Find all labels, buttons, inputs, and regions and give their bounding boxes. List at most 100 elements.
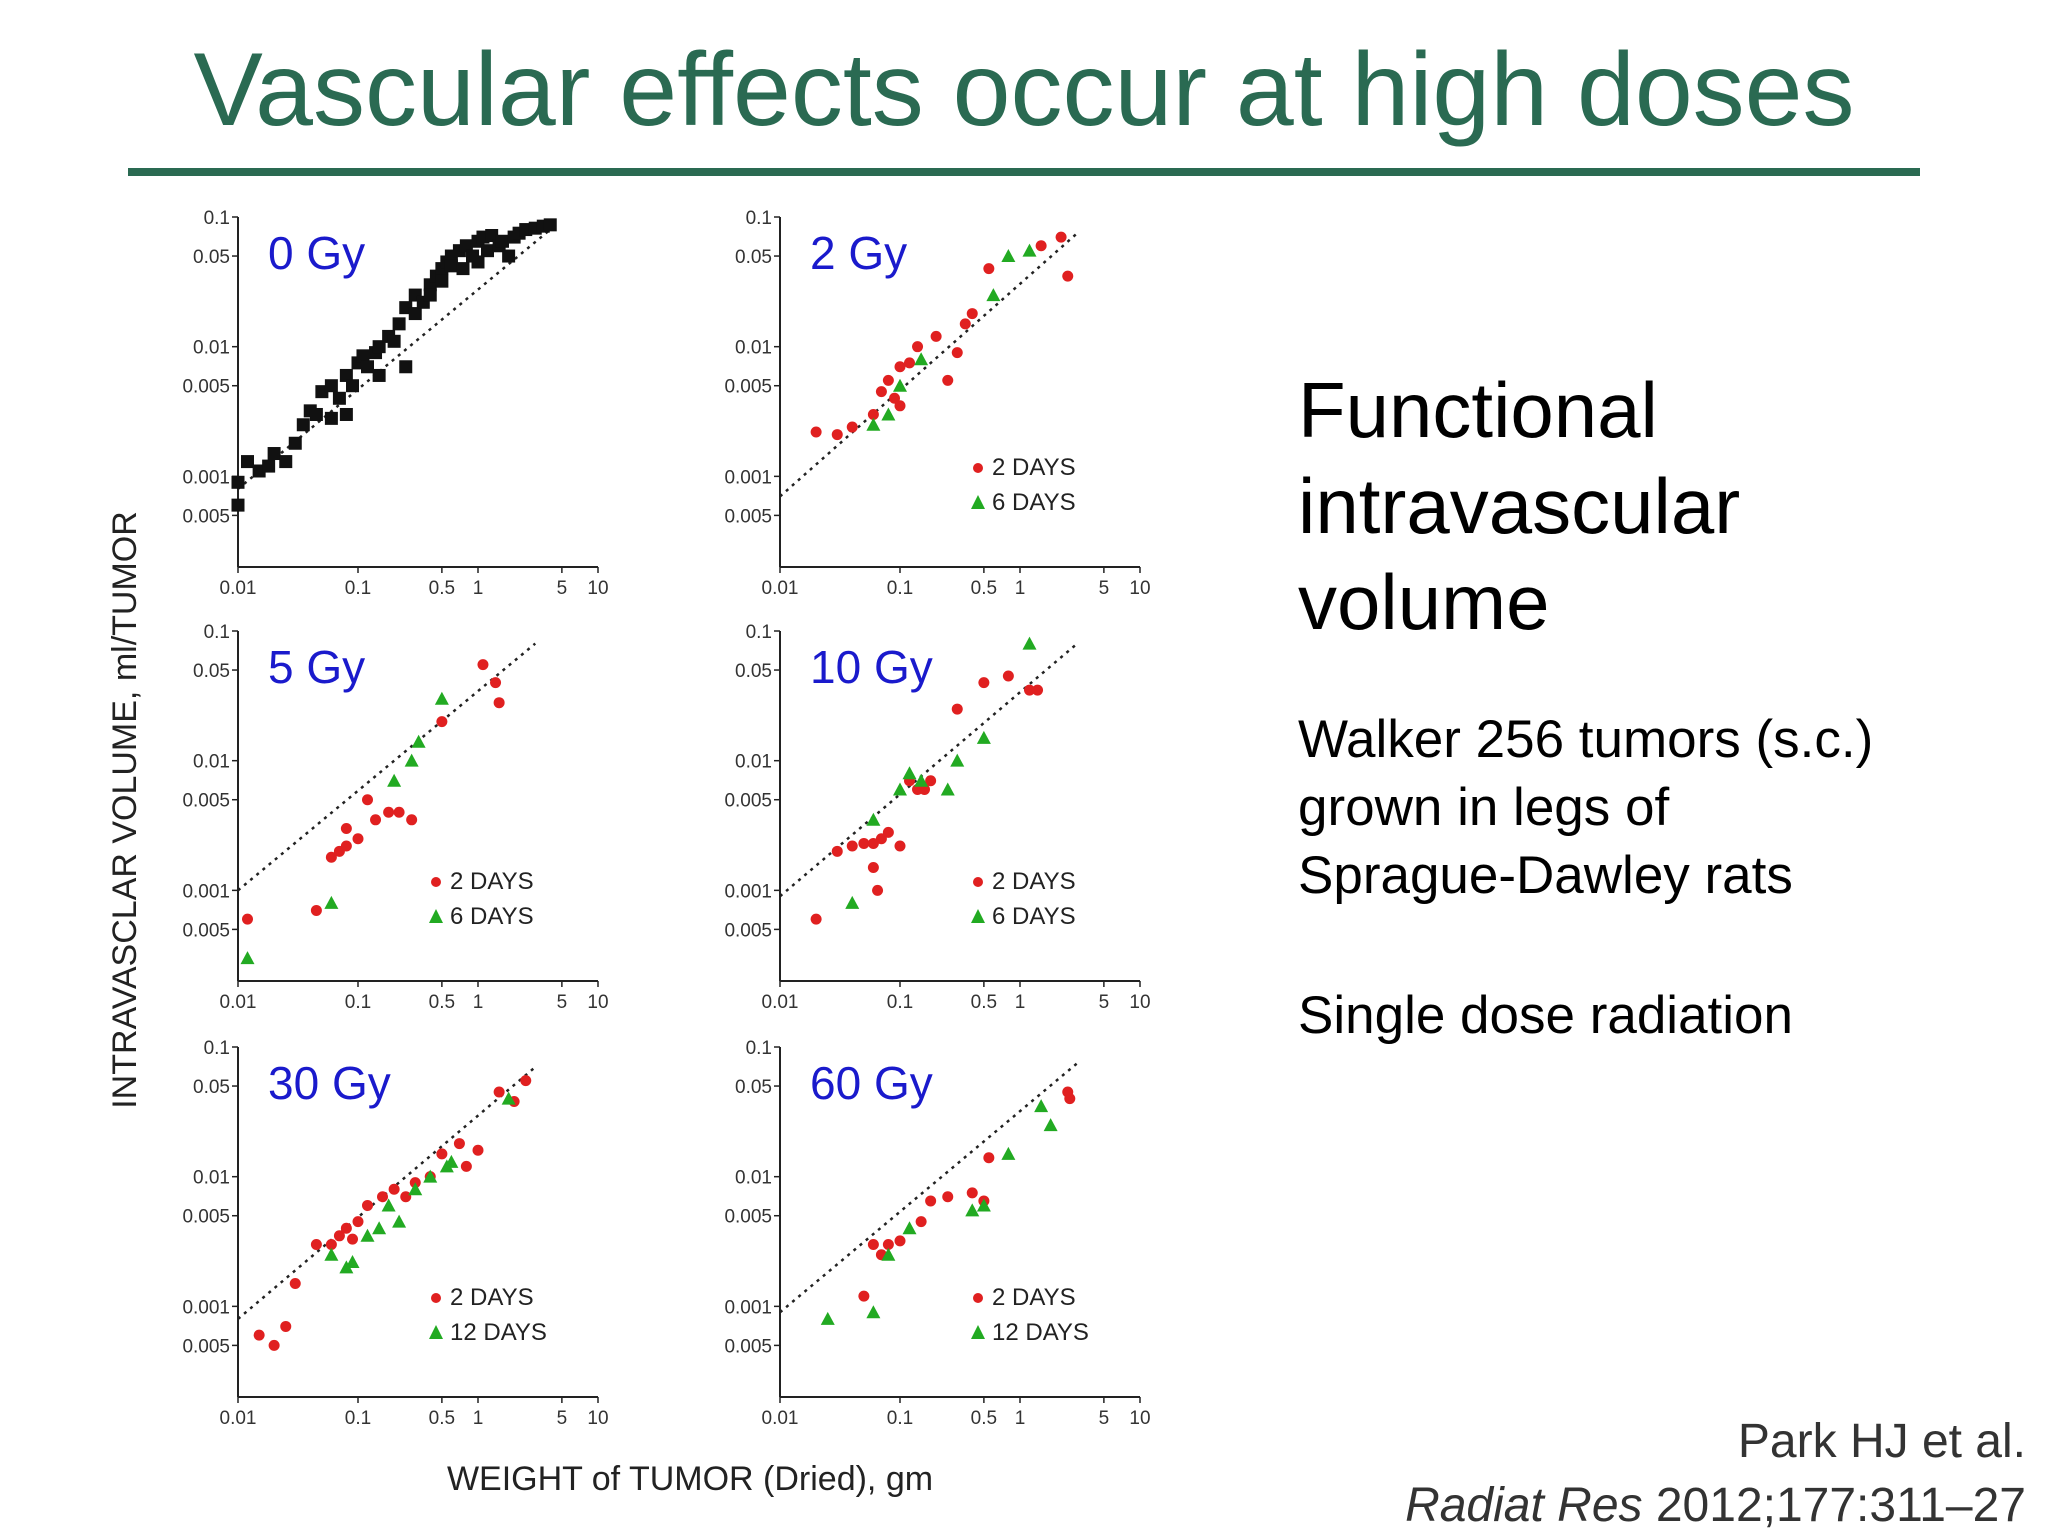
y-tick-label: 0.005	[182, 1336, 230, 1357]
data-point-circle	[1024, 684, 1036, 696]
trend-line	[779, 232, 1079, 498]
data-point-square	[423, 288, 437, 302]
data-point-square	[339, 368, 353, 382]
legend-label: 6 DAYS	[450, 903, 534, 930]
legend-label: 6 DAYS	[992, 903, 1076, 930]
legend-label: 12 DAYS	[450, 1319, 547, 1346]
data-point-circle	[400, 1191, 412, 1203]
y-tick-label: 0.005	[182, 920, 230, 941]
data-point-triangle	[381, 1198, 396, 1212]
legend-marker-triangle	[971, 909, 985, 923]
x-axis-label: WEIGHT of TUMOR (Dried), gm	[447, 1460, 933, 1498]
data-point-triangle	[404, 753, 419, 767]
x-tick-label: 10	[1129, 578, 1150, 599]
x-tick-label: 0.5	[429, 1408, 455, 1429]
data-point-triangle	[902, 766, 917, 780]
y-tick-label: 0.01	[193, 1168, 230, 1189]
data-point-circle	[810, 913, 822, 925]
data-point-square	[456, 262, 470, 276]
y-tick-label: 0.1	[746, 622, 772, 643]
x-tick-label: 10	[587, 992, 608, 1013]
data-point-circle	[959, 318, 971, 330]
x-tick-label: 0.01	[220, 1408, 257, 1429]
panel-10-gy: 0.1 0.05 0.01 0.005 0.001 0.005 0.01 0.1 0.5 1 5 10…	[724, 622, 1150, 1013]
data-point-circle	[867, 837, 879, 849]
data-point-circle	[882, 374, 894, 386]
y-tick-label: 0.005	[182, 506, 230, 527]
legend-label: 2 DAYS	[450, 1284, 534, 1311]
data-point-circle	[951, 347, 963, 359]
data-point-square	[324, 411, 338, 425]
data-point-circle	[362, 794, 374, 806]
y-tick-label: 0.001	[724, 467, 772, 488]
data-point-triangle	[240, 951, 255, 965]
data-point-circle	[490, 677, 502, 689]
y-tick-label: 0.05	[735, 661, 772, 682]
data-point-triangle	[434, 691, 449, 705]
data-point-square	[481, 244, 495, 258]
single-dose-note: Single dose radiation	[1298, 986, 1794, 1045]
data-point-circle	[393, 806, 405, 818]
data-point-circle	[867, 1238, 879, 1250]
data-point-triangle	[1001, 1146, 1016, 1160]
study-description: Walker 256 tumors (s.c.) grown in legs o…	[1298, 706, 1873, 910]
x-tick-label: 0.01	[220, 992, 257, 1013]
legend-label: 6 DAYS	[992, 489, 1076, 516]
x-tick-label: 10	[1129, 992, 1150, 1013]
data-point-triangle	[324, 1247, 339, 1261]
data-point-square	[332, 391, 346, 405]
data-point-square	[459, 239, 473, 253]
y-tick-label: 0.005	[182, 791, 230, 812]
data-point-circle	[388, 1183, 400, 1195]
y-tick-label: 0.05	[735, 1077, 772, 1098]
data-point-triangle	[345, 1254, 360, 1268]
data-point-circle	[889, 392, 901, 404]
legend-marker-circle	[431, 877, 441, 887]
x-tick-label: 0.1	[345, 992, 371, 1013]
data-point-circle	[460, 1160, 472, 1172]
data-point-circle	[831, 429, 843, 441]
y-tick-label: 0.005	[724, 920, 772, 941]
x-tick-label: 0.5	[429, 992, 455, 1013]
x-tick-label: 0.5	[429, 578, 455, 599]
y-tick-label: 0.01	[735, 752, 772, 773]
data-point-circle	[978, 677, 990, 689]
data-point-circle	[983, 1152, 995, 1164]
data-point-square	[392, 317, 406, 331]
y-tick-label: 0.001	[182, 1297, 230, 1318]
data-point-square	[495, 234, 509, 248]
data-point-square	[231, 498, 245, 512]
title-divider	[128, 168, 1920, 176]
y-tick-label: 0.05	[193, 661, 230, 682]
panel-2-gy: 0.1 0.05 0.01 0.005 0.001 0.005 0.01 0.1 0.5 1 5 10…	[724, 208, 1150, 599]
data-point-circle	[1002, 670, 1014, 682]
y-tick-label: 0.01	[735, 1168, 772, 1189]
data-point-square	[262, 459, 276, 473]
data-point-square	[356, 349, 370, 363]
y-tick-label: 0.005	[724, 506, 772, 527]
data-point-circle	[436, 1148, 448, 1160]
data-point-circle	[846, 421, 858, 433]
data-point-circle	[1064, 1093, 1076, 1105]
data-point-triangle	[881, 407, 896, 421]
data-point-square	[399, 360, 413, 374]
x-tick-label: 5	[557, 1408, 568, 1429]
data-point-circle	[268, 1339, 280, 1351]
data-point-square	[309, 407, 323, 421]
data-point-circle	[925, 775, 937, 787]
x-tick-label: 1	[473, 1408, 484, 1429]
data-point-circle	[310, 904, 322, 916]
y-tick-label: 0.005	[724, 1336, 772, 1357]
panel-30-gy: 0.1 0.05 0.01 0.005 0.001 0.005 0.01 0.1 0.5 1 5 10…	[182, 1038, 608, 1429]
data-point-square	[231, 475, 245, 489]
data-point-square	[444, 259, 458, 273]
dose-label: 10 Gy	[810, 641, 933, 693]
data-point-triangle	[411, 734, 426, 748]
data-point-circle	[1032, 684, 1044, 696]
data-point-circle	[370, 814, 382, 826]
x-tick-label: 0.01	[762, 1408, 799, 1429]
data-point-circle	[289, 1278, 301, 1290]
data-point-circle	[810, 426, 822, 438]
legend-marker-triangle	[971, 495, 985, 509]
y-tick-label: 0.05	[193, 1077, 230, 1098]
